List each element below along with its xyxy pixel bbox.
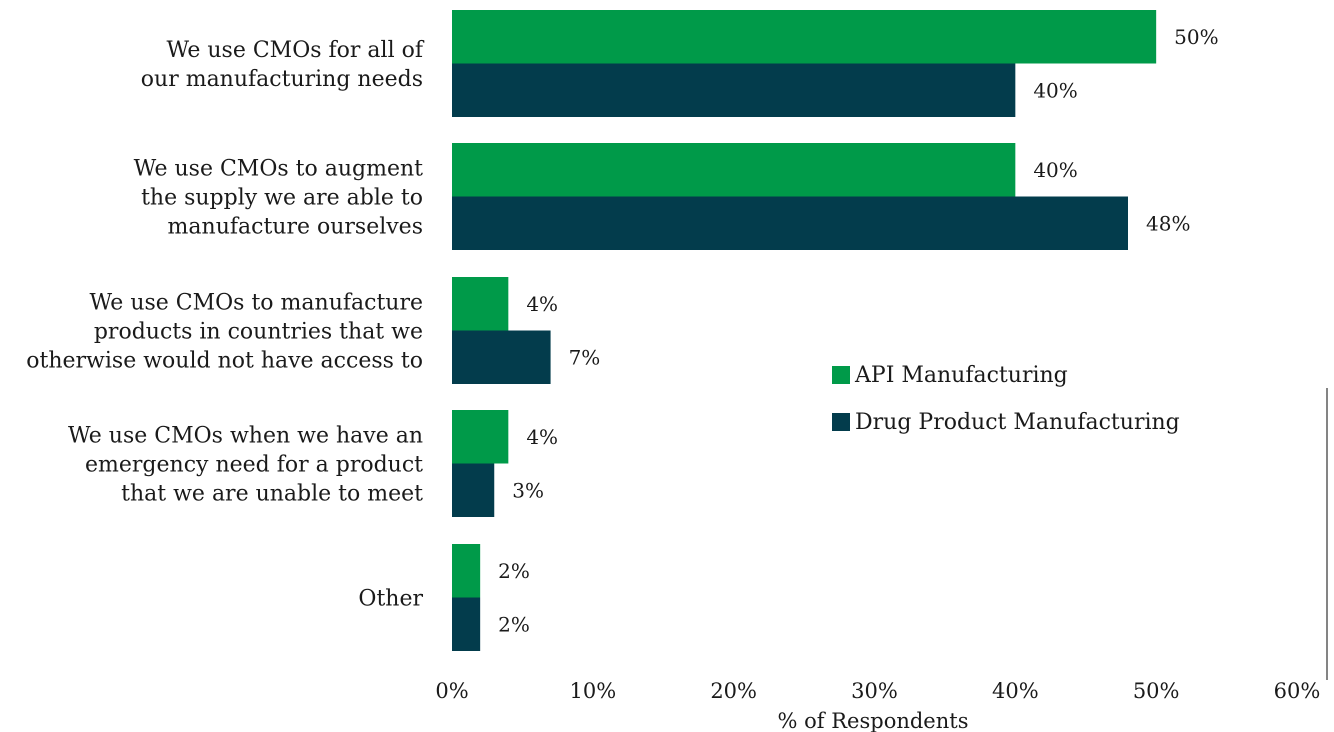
bar-value-label: 50% bbox=[1174, 25, 1218, 49]
bar-value-label: 48% bbox=[1146, 211, 1190, 235]
legend-swatch-drug-product bbox=[832, 413, 850, 431]
category-label-other-countries: otherwise would not have access to bbox=[26, 349, 423, 374]
category-label-emergency-need: emergency need for a product bbox=[85, 453, 423, 478]
bar-value-label: 3% bbox=[512, 478, 544, 502]
bar-drug-product-other bbox=[452, 597, 481, 651]
bar-api-emergency-need bbox=[452, 410, 509, 464]
bar-drug-product-augment-supply bbox=[452, 196, 1128, 250]
x-tick-label: 50% bbox=[1133, 679, 1180, 703]
bar-value-label: 7% bbox=[569, 345, 601, 369]
category-labels-group: We use CMOs for all of our manufacturing … bbox=[26, 38, 425, 612]
x-tick-label: 40% bbox=[992, 679, 1039, 703]
category-label-other: Other bbox=[358, 587, 423, 612]
bar-value-label: 4% bbox=[526, 292, 558, 316]
bar-drug-product-other-countries bbox=[452, 330, 551, 384]
x-tick-label: 60% bbox=[1274, 679, 1321, 703]
category-label-other-countries: We use CMOs to manufacture bbox=[89, 291, 423, 316]
category-label-other-countries: products in countries that we bbox=[94, 320, 423, 345]
bar-api-augment-supply bbox=[452, 143, 1016, 197]
x-axis-title: % of Respondents bbox=[778, 709, 969, 732]
legend-label-drug-product: Drug Product Manufacturing bbox=[855, 410, 1180, 435]
bar-drug-product-all-needs bbox=[452, 63, 1016, 117]
category-label-augment-supply: We use CMOs to augment bbox=[134, 157, 423, 182]
x-tick-label: 30% bbox=[851, 679, 898, 703]
bar-value-label: 40% bbox=[1033, 158, 1077, 182]
bars-group bbox=[452, 10, 1157, 651]
legend-swatch-api bbox=[832, 366, 850, 384]
x-axis-ticks: 0% 10% 20% 30% 40% 50% 60% bbox=[435, 679, 1320, 703]
category-label-all-needs: our manufacturing needs bbox=[141, 67, 423, 92]
legend-label-api: API Manufacturing bbox=[854, 363, 1068, 388]
bar-value-label: 2% bbox=[498, 612, 530, 636]
bar-value-label: 2% bbox=[498, 559, 530, 583]
bar-value-label: 40% bbox=[1033, 78, 1077, 102]
category-label-augment-supply: manufacture ourselves bbox=[168, 215, 423, 240]
x-tick-label: 20% bbox=[710, 679, 757, 703]
bar-api-other bbox=[452, 544, 481, 598]
bar-drug-product-emergency-need bbox=[452, 463, 495, 517]
category-label-emergency-need: We use CMOs when we have an bbox=[68, 424, 423, 449]
legend: API Manufacturing Drug Product Manufactu… bbox=[832, 363, 1180, 435]
category-label-all-needs: We use CMOs for all of bbox=[167, 38, 425, 63]
bar-labels-group: 50% 40% 40% 48% 4% 7% 4% 3% 2% 2% bbox=[498, 25, 1218, 637]
x-tick-label: 0% bbox=[435, 679, 468, 703]
bar-api-other-countries bbox=[452, 277, 509, 331]
x-tick-label: 10% bbox=[569, 679, 616, 703]
bar-value-label: 4% bbox=[526, 425, 558, 449]
category-label-emergency-need: that we are unable to meet bbox=[121, 482, 423, 507]
category-label-augment-supply: the supply we are able to bbox=[141, 186, 423, 211]
bar-api-all-needs bbox=[452, 10, 1157, 64]
